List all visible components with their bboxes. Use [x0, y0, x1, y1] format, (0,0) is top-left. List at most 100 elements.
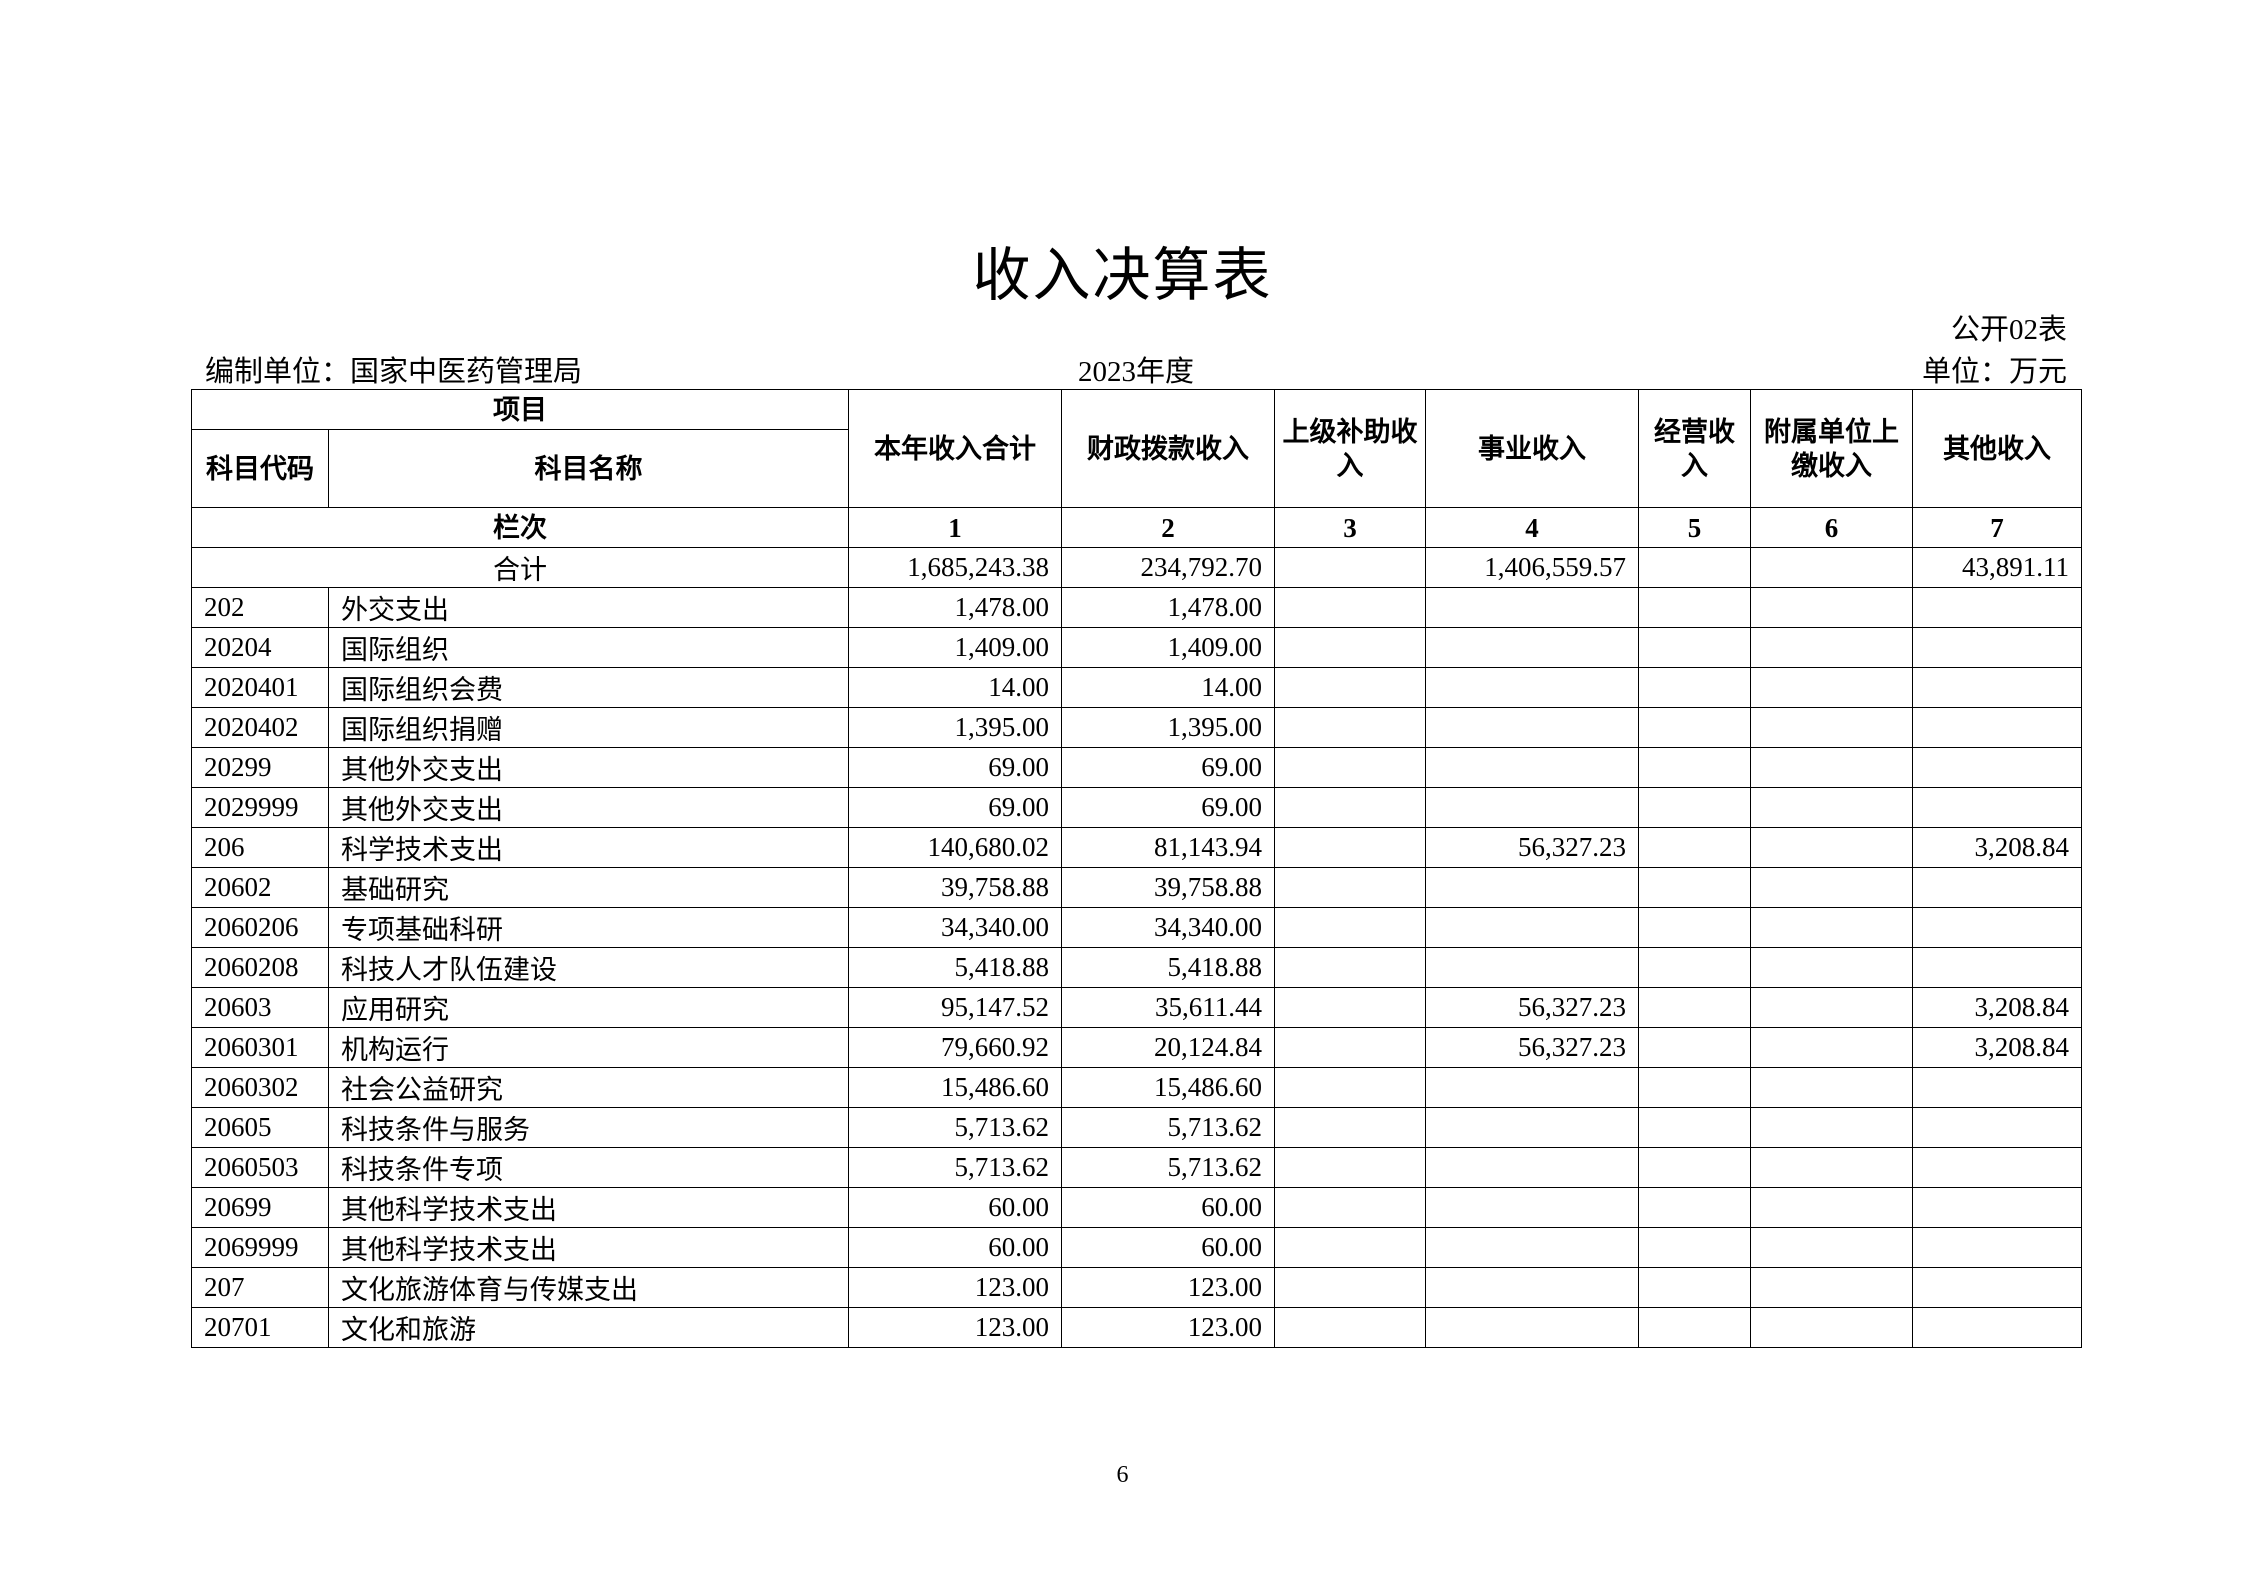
- header-col-7: 其他收入: [1912, 389, 2082, 508]
- amount-cell: 60.00: [848, 1187, 1062, 1228]
- amount-cell: [1750, 907, 1913, 948]
- total-value: 43,891.11: [1912, 547, 2082, 588]
- amount-cell: [1750, 787, 1913, 828]
- subject-name: 文化旅游体育与传媒支出: [328, 1267, 849, 1308]
- amount-cell: [1638, 907, 1751, 948]
- amount-cell: 1,409.00: [848, 627, 1062, 668]
- header-item: 项目: [191, 389, 849, 430]
- amount-cell: [1638, 1187, 1751, 1228]
- amount-cell: [1912, 1267, 2082, 1308]
- table-row: 20299 其他外交支出 69.00 69.00: [191, 747, 2082, 788]
- table-row: 2060302 社会公益研究 15,486.60 15,486.60: [191, 1067, 2082, 1108]
- fiscal-year: 2023年度: [1077, 356, 1194, 388]
- subject-code: 20701: [191, 1307, 329, 1348]
- amount-cell: 56,327.23: [1425, 1027, 1639, 1068]
- amount-cell: [1912, 667, 2082, 708]
- amount-cell: [1750, 1067, 1913, 1108]
- header-col-6: 附属单位上缴收入: [1750, 389, 1913, 508]
- subject-code: 20602: [191, 867, 329, 908]
- subject-code: 2029999: [191, 787, 329, 828]
- amount-cell: [1274, 1267, 1426, 1308]
- amount-cell: [1638, 667, 1751, 708]
- table-row: 2020401 国际组织会费 14.00 14.00: [191, 667, 2082, 708]
- subject-name: 科技条件专项: [328, 1147, 849, 1188]
- amount-cell: [1425, 1147, 1639, 1188]
- amount-cell: [1912, 1227, 2082, 1268]
- amount-cell: [1912, 587, 2082, 628]
- table-row: 2060503 科技条件专项 5,713.62 5,713.62: [191, 1147, 2082, 1188]
- amount-cell: 34,340.00: [848, 907, 1062, 948]
- table-row: 207 文化旅游体育与传媒支出 123.00 123.00: [191, 1267, 2082, 1308]
- amount-cell: 60.00: [1061, 1187, 1275, 1228]
- subject-name: 机构运行: [328, 1027, 849, 1068]
- subject-code: 2069999: [191, 1227, 329, 1268]
- header-col-1: 本年收入合计: [848, 389, 1062, 508]
- amount-cell: [1638, 787, 1751, 828]
- amount-cell: 69.00: [1061, 787, 1275, 828]
- amount-cell: 1,478.00: [1061, 587, 1275, 628]
- amount-cell: [1750, 1147, 1913, 1188]
- amount-cell: [1274, 1227, 1426, 1268]
- amount-cell: [1425, 1187, 1639, 1228]
- amount-cell: [1274, 707, 1426, 748]
- table-row: 2020402 国际组织捐赠 1,395.00 1,395.00: [191, 707, 2082, 748]
- amount-cell: [1274, 827, 1426, 868]
- amount-cell: [1912, 1307, 2082, 1348]
- amount-cell: 14.00: [1061, 667, 1275, 708]
- amount-cell: [1274, 867, 1426, 908]
- amount-cell: [1638, 587, 1751, 628]
- amount-cell: [1425, 667, 1639, 708]
- amount-cell: [1425, 627, 1639, 668]
- amount-cell: [1425, 947, 1639, 988]
- amount-cell: 79,660.92: [848, 1027, 1062, 1068]
- amount-cell: [1750, 707, 1913, 748]
- amount-cell: 123.00: [848, 1267, 1062, 1308]
- amount-cell: [1750, 1307, 1913, 1348]
- col-number: 3: [1274, 507, 1426, 548]
- amount-cell: [1750, 747, 1913, 788]
- amount-cell: [1638, 747, 1751, 788]
- header-code: 科目代码: [191, 429, 329, 508]
- amount-cell: [1638, 947, 1751, 988]
- subject-code: 207: [191, 1267, 329, 1308]
- amount-cell: [1912, 627, 2082, 668]
- amount-cell: [1274, 1067, 1426, 1108]
- amount-cell: [1912, 707, 2082, 748]
- amount-cell: [1750, 587, 1913, 628]
- subject-code: 2060208: [191, 947, 329, 988]
- total-value: 1,685,243.38: [848, 547, 1062, 588]
- header-col-2: 财政拨款收入: [1061, 389, 1275, 508]
- amount-cell: 3,208.84: [1912, 987, 2082, 1028]
- amount-cell: [1638, 1267, 1751, 1308]
- amount-cell: 1,395.00: [1061, 707, 1275, 748]
- amount-cell: [1750, 987, 1913, 1028]
- amount-cell: [1274, 587, 1426, 628]
- subject-code: 2060302: [191, 1067, 329, 1108]
- subject-code: 20605: [191, 1107, 329, 1148]
- subject-code: 2060301: [191, 1027, 329, 1068]
- amount-cell: [1638, 1307, 1751, 1348]
- amount-cell: [1274, 787, 1426, 828]
- amount-cell: 123.00: [1061, 1267, 1275, 1308]
- amount-cell: [1750, 867, 1913, 908]
- amount-cell: [1750, 1267, 1913, 1308]
- amount-cell: [1274, 1107, 1426, 1148]
- subject-name: 外交支出: [328, 587, 849, 628]
- amount-cell: [1638, 987, 1751, 1028]
- amount-cell: [1274, 627, 1426, 668]
- amount-cell: 1,478.00: [848, 587, 1062, 628]
- col-number: 5: [1638, 507, 1751, 548]
- amount-cell: 1,409.00: [1061, 627, 1275, 668]
- amount-cell: [1750, 827, 1913, 868]
- table-row: 2029999 其他外交支出 69.00 69.00: [191, 787, 2082, 828]
- total-value: [1750, 547, 1913, 588]
- table-row: 20204 国际组织 1,409.00 1,409.00: [191, 627, 2082, 668]
- amount-cell: 60.00: [1061, 1227, 1275, 1268]
- amount-cell: 14.00: [848, 667, 1062, 708]
- amount-cell: [1638, 827, 1751, 868]
- amount-cell: 95,147.52: [848, 987, 1062, 1028]
- table-row: 20603 应用研究 95,147.52 35,611.44 56,327.23 3,20…: [191, 987, 2082, 1028]
- amount-cell: [1274, 987, 1426, 1028]
- amount-cell: [1750, 947, 1913, 988]
- amount-cell: [1425, 867, 1639, 908]
